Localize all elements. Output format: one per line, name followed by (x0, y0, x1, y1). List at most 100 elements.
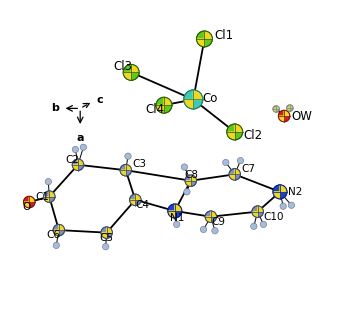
Text: C3: C3 (132, 159, 146, 169)
Circle shape (173, 221, 180, 228)
Wedge shape (49, 192, 54, 197)
Wedge shape (185, 100, 193, 108)
Circle shape (229, 169, 240, 180)
Text: b: b (51, 103, 59, 113)
Circle shape (223, 159, 229, 166)
Circle shape (227, 124, 243, 140)
Circle shape (120, 164, 131, 176)
Text: c: c (96, 95, 103, 105)
Circle shape (251, 223, 257, 229)
Wedge shape (131, 65, 138, 72)
Text: a: a (77, 132, 84, 143)
Wedge shape (44, 197, 49, 202)
Circle shape (260, 221, 266, 228)
Wedge shape (258, 207, 263, 212)
Wedge shape (284, 111, 289, 116)
Circle shape (184, 90, 203, 109)
Wedge shape (126, 165, 131, 170)
Wedge shape (54, 230, 59, 235)
Text: C10: C10 (263, 212, 284, 222)
Wedge shape (169, 211, 175, 217)
Wedge shape (135, 195, 140, 200)
Wedge shape (230, 174, 235, 180)
Wedge shape (206, 217, 211, 222)
Circle shape (184, 189, 190, 195)
Text: Cl1: Cl1 (214, 29, 233, 42)
Circle shape (273, 106, 279, 112)
Text: C6: C6 (46, 230, 60, 240)
Wedge shape (193, 91, 202, 100)
Wedge shape (124, 72, 131, 79)
Circle shape (205, 211, 216, 222)
Circle shape (287, 105, 293, 111)
Circle shape (53, 242, 60, 249)
Text: N2: N2 (288, 187, 302, 197)
Text: C4: C4 (135, 200, 149, 210)
Wedge shape (107, 228, 112, 233)
Text: OW: OW (291, 109, 312, 123)
Wedge shape (29, 197, 34, 202)
Circle shape (200, 226, 207, 233)
Text: N1: N1 (170, 213, 185, 223)
Text: Cl3: Cl3 (114, 60, 133, 73)
Circle shape (212, 228, 218, 234)
Circle shape (123, 64, 139, 80)
Text: Cl2: Cl2 (244, 129, 263, 142)
Text: Cl4: Cl4 (145, 103, 165, 116)
Circle shape (43, 191, 55, 202)
Wedge shape (164, 98, 171, 105)
Wedge shape (121, 170, 126, 175)
Circle shape (185, 175, 197, 187)
Wedge shape (253, 212, 258, 217)
Circle shape (237, 157, 244, 164)
Wedge shape (276, 106, 279, 109)
Wedge shape (205, 32, 211, 39)
Circle shape (24, 196, 35, 208)
Wedge shape (235, 169, 240, 174)
Circle shape (45, 179, 52, 185)
Wedge shape (228, 132, 235, 139)
Circle shape (280, 203, 286, 209)
Wedge shape (273, 109, 276, 112)
Wedge shape (59, 225, 64, 230)
Wedge shape (191, 176, 196, 181)
Circle shape (181, 164, 187, 170)
Text: C2: C2 (65, 155, 79, 165)
Wedge shape (279, 116, 284, 121)
Circle shape (273, 185, 287, 199)
Text: C5: C5 (100, 233, 114, 243)
Text: C1: C1 (35, 192, 49, 202)
Wedge shape (211, 212, 216, 217)
Wedge shape (24, 202, 29, 207)
Text: C8: C8 (184, 170, 198, 180)
Wedge shape (290, 105, 293, 108)
Circle shape (125, 153, 131, 159)
Text: Co: Co (203, 92, 218, 105)
Circle shape (80, 144, 87, 150)
Circle shape (130, 194, 141, 205)
Wedge shape (78, 160, 83, 165)
Wedge shape (73, 165, 78, 170)
Circle shape (288, 202, 294, 208)
Circle shape (197, 31, 212, 47)
Circle shape (101, 227, 113, 238)
Wedge shape (102, 233, 107, 238)
Wedge shape (186, 181, 191, 186)
Wedge shape (175, 205, 181, 211)
Wedge shape (280, 186, 286, 192)
Wedge shape (274, 192, 280, 198)
Text: C9: C9 (212, 217, 226, 227)
Text: O: O (22, 202, 30, 212)
Circle shape (72, 146, 79, 153)
Circle shape (278, 110, 290, 122)
Circle shape (103, 244, 109, 250)
Circle shape (53, 224, 65, 236)
Circle shape (156, 97, 172, 113)
Wedge shape (235, 125, 242, 132)
Wedge shape (157, 105, 164, 112)
Circle shape (168, 204, 182, 218)
Wedge shape (287, 108, 290, 111)
Wedge shape (130, 200, 135, 205)
Circle shape (72, 159, 84, 171)
Text: C7: C7 (241, 164, 255, 174)
